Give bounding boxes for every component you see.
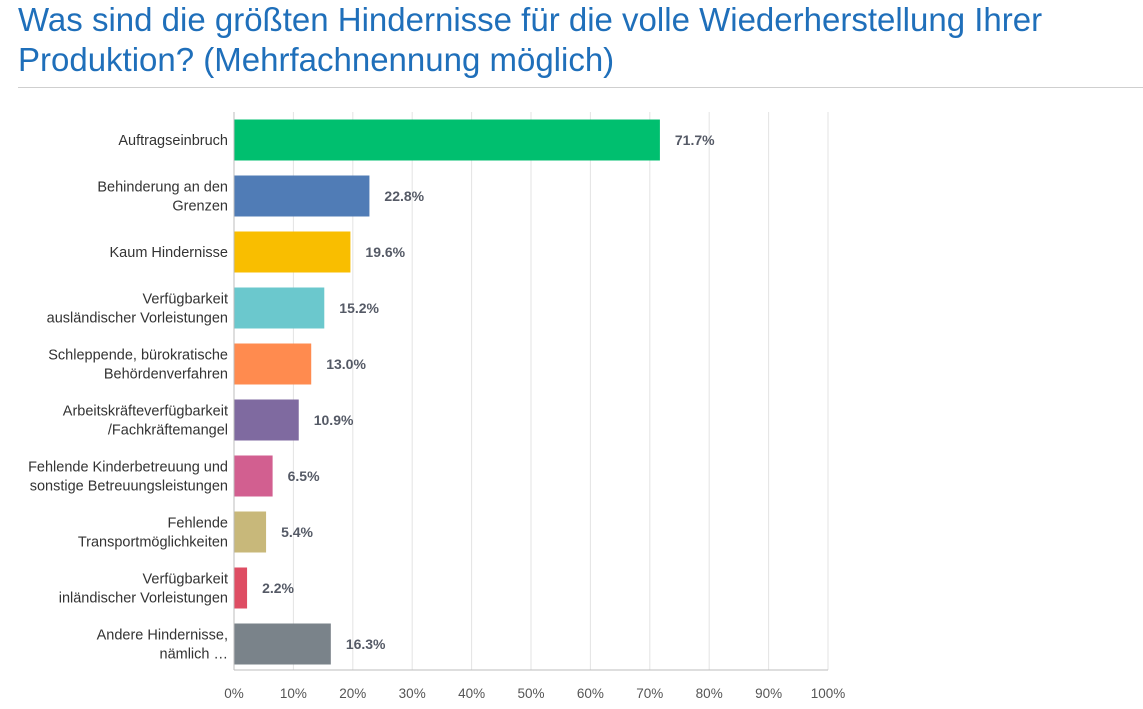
chart-title-line-2: Produktion? (Mehrfachnennung möglich) <box>18 41 615 78</box>
x-tick-label: 50% <box>517 686 544 701</box>
category-label: ausländischer Vorleistungen <box>47 311 228 327</box>
value-label: 22.8% <box>384 188 424 204</box>
x-tick-label: 80% <box>696 686 723 701</box>
bar <box>234 175 370 217</box>
x-tick-label: 90% <box>755 686 782 701</box>
value-label: 6.5% <box>288 468 320 484</box>
category-label: Grenzen <box>172 199 228 215</box>
category-label: Schleppende, bürokratische <box>48 348 228 364</box>
category-label: Transportmöglichkeiten <box>78 535 228 551</box>
category-label: Verfügbarkeit <box>143 292 228 308</box>
value-label: 10.9% <box>314 412 354 428</box>
value-label: 5.4% <box>281 524 313 540</box>
x-tick-label: 70% <box>636 686 663 701</box>
bar <box>234 399 299 441</box>
chart-title: Was sind die größten Hindernisse für die… <box>18 0 1143 80</box>
value-label: 19.6% <box>365 244 405 260</box>
category-label: Verfügbarkeit <box>143 572 228 588</box>
category-label: Fehlende Kinderbetreuung und <box>28 460 228 476</box>
category-label: Behördenverfahren <box>104 367 228 383</box>
x-tick-label: 60% <box>577 686 604 701</box>
category-label: sonstige Betreuungsleistungen <box>30 479 228 495</box>
category-label: inländischer Vorleistungen <box>59 591 228 607</box>
category-label: Auftragseinbruch <box>118 133 228 149</box>
category-label: /Fachkräftemangel <box>108 423 228 439</box>
value-label: 16.3% <box>346 636 386 652</box>
category-label: Fehlende <box>168 516 228 532</box>
category-label: nämlich … <box>160 647 229 663</box>
x-tick-label: 40% <box>458 686 485 701</box>
category-label: Andere Hindernisse, <box>97 628 228 644</box>
category-label: Kaum Hindernisse <box>110 245 228 261</box>
bar <box>234 231 351 273</box>
value-label: 15.2% <box>339 300 379 316</box>
x-tick-label: 30% <box>399 686 426 701</box>
bar <box>234 119 660 161</box>
bar <box>234 623 331 665</box>
x-tick-label: 0% <box>224 686 244 701</box>
value-label: 71.7% <box>675 132 715 148</box>
category-label: Arbeitskräfteverfügbarkeit <box>63 404 228 420</box>
value-label: 2.2% <box>262 580 294 596</box>
bar <box>234 343 312 385</box>
chart-title-line-1: Was sind die größten Hindernisse für die… <box>18 1 1043 38</box>
title-divider <box>18 87 1143 88</box>
value-label: 13.0% <box>326 356 366 372</box>
x-tick-label: 100% <box>811 686 846 701</box>
bar <box>234 287 325 329</box>
bar <box>234 567 248 609</box>
bar <box>234 511 267 553</box>
bar <box>234 455 273 497</box>
x-tick-label: 10% <box>280 686 307 701</box>
x-tick-label: 20% <box>339 686 366 701</box>
category-label: Behinderung an den <box>97 180 228 196</box>
